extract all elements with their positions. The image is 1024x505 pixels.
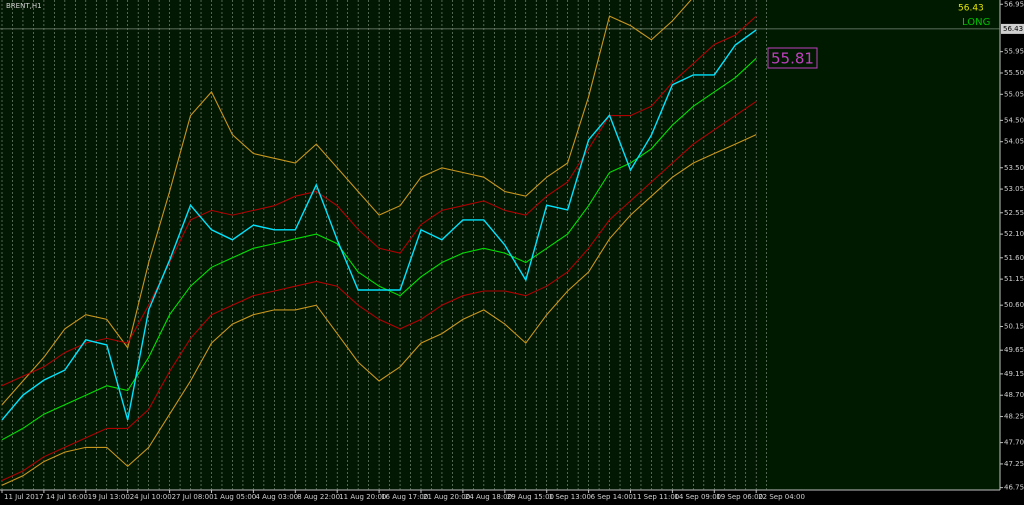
grid (0, 0, 1003, 493)
x-tick-label: 6 Sep 14:00 (591, 493, 633, 501)
x-tick-label: 16 Aug 17:00 (381, 493, 428, 501)
y-tick-label: 49.65 (1004, 346, 1024, 354)
y-tick-label: 55.05 (1004, 90, 1024, 98)
y-tick-label: 47.25 (1004, 460, 1024, 468)
x-tick-label: 1 Sep 13:00 (549, 493, 591, 501)
x-tick-label: 11 Jul 2017 (4, 493, 44, 501)
x-tick-label: 11 Aug 20:00 (339, 493, 386, 501)
y-tick-label: 56.95 (1004, 0, 1024, 8)
series-line (1, 0, 692, 406)
y-tick-label: 51.60 (1004, 254, 1024, 262)
y-tick-label: 51.15 (1004, 275, 1024, 283)
y-tick-label: 46.75 (1004, 484, 1024, 492)
y-tick-label: 53.50 (1004, 164, 1024, 172)
y-tick-label: 53.05 (1004, 185, 1024, 193)
series-line (1, 100, 757, 482)
x-tick-label: 19 Jul 13:00 (88, 493, 130, 501)
y-tick-label: 50.60 (1004, 301, 1024, 309)
ma-value-text: 55.81 (771, 50, 814, 68)
plot-margin (760, 0, 1000, 490)
series-line (1, 29, 757, 421)
y-tick-label: 55.95 (1004, 48, 1024, 56)
marks (1, 0, 757, 486)
x-tick-label: 24 Jul 10:00 (130, 493, 172, 501)
y-tick-label: 55.50 (1004, 69, 1024, 77)
x-tick-label: 24 Aug 18:00 (465, 493, 512, 501)
x-tick-label: 19 Sep 06:00 (716, 493, 763, 501)
y-tick-label: 47.70 (1004, 439, 1024, 447)
y-tick-label: 54.50 (1004, 116, 1024, 124)
y-tick-label: 52.10 (1004, 230, 1024, 238)
signal-text: LONG (962, 17, 990, 28)
series-line (1, 134, 757, 486)
x-tick-label: 29 Aug 15:00 (507, 493, 554, 501)
y-tick-label: 48.25 (1004, 413, 1024, 421)
x-tick-label: 4 Aug 03:00 (255, 493, 298, 501)
y-tick-label: 52.55 (1004, 209, 1024, 217)
y-tick-label: 49.15 (1004, 370, 1024, 378)
x-tick-label: 22 Sep 04:00 (758, 493, 805, 501)
last-price-axis-label: 56.43 (1003, 25, 1023, 33)
series-line (1, 57, 757, 441)
chart-title: BRENT,H1 (6, 2, 42, 10)
y-tick-label: 48.70 (1004, 391, 1024, 399)
y-tick-label: 54.05 (1004, 138, 1024, 146)
y-tick-label: 50.15 (1004, 323, 1024, 331)
x-tick-label: 21 Aug 20:00 (423, 493, 470, 501)
x-tick-label: 8 Aug 22:00 (297, 493, 340, 501)
ma-value-box (767, 47, 818, 69)
x-tick-label: 1 Aug 05:00 (214, 493, 257, 501)
x-tick-label: 14 Sep 09:00 (674, 493, 721, 501)
x-tick-label: 14 Jul 16:00 (46, 493, 88, 501)
x-tick-label: 11 Sep 11:00 (633, 493, 680, 501)
x-tick-label: 27 Jul 08:00 (172, 493, 214, 501)
series-line (1, 15, 757, 387)
last-price-marker (1001, 23, 1024, 34)
last-price-text: 56.43 (958, 4, 984, 14)
